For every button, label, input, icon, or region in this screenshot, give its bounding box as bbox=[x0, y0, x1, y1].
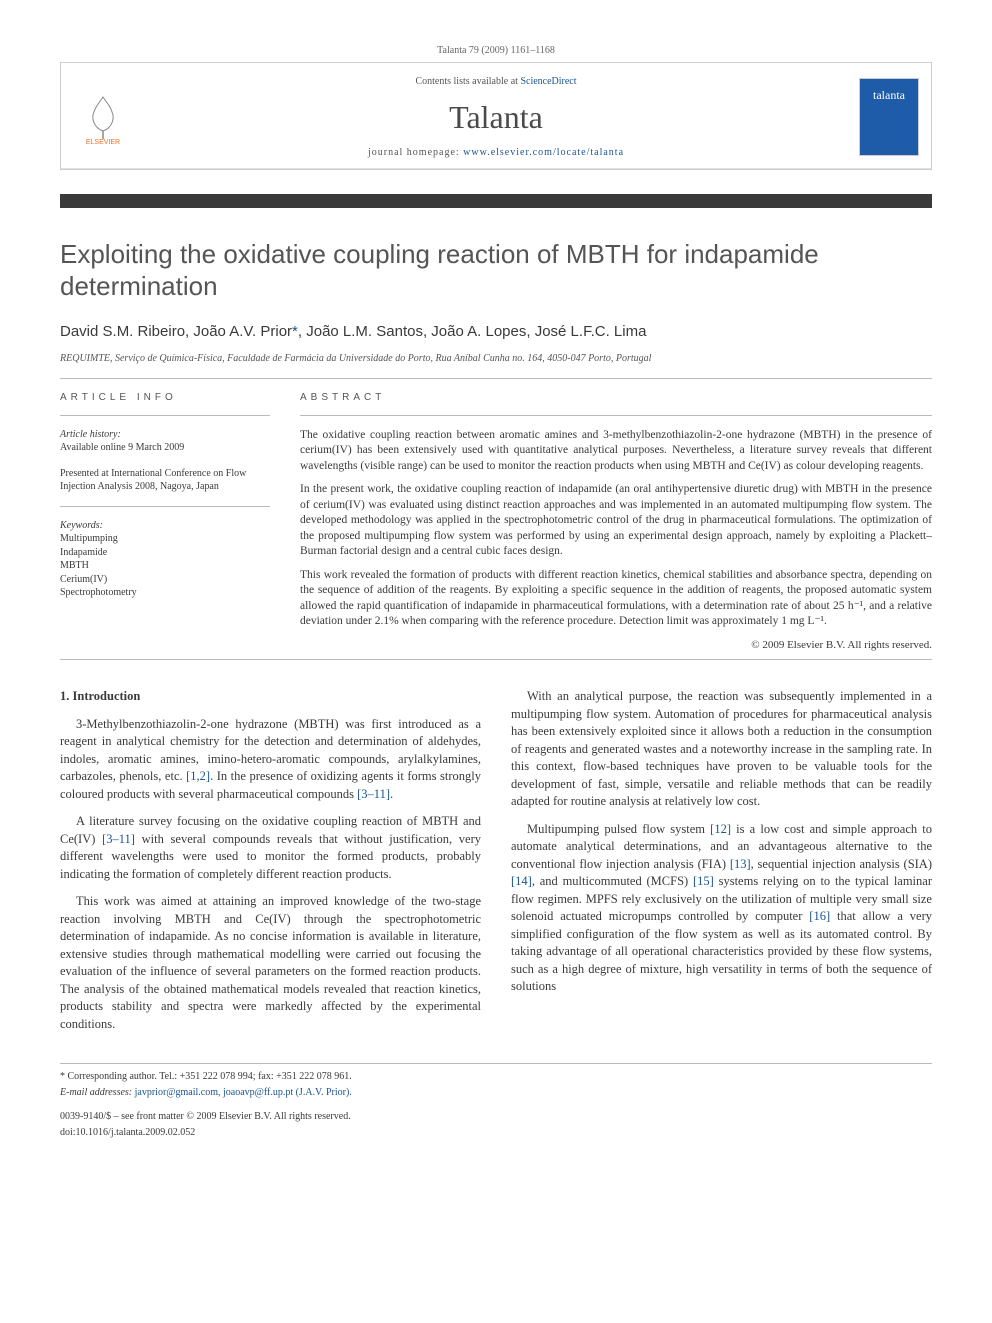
divider bbox=[300, 415, 932, 416]
abstract-column: abstract The oxidative coupling reaction… bbox=[300, 391, 932, 654]
homepage-link[interactable]: www.elsevier.com/locate/talanta bbox=[463, 147, 624, 158]
history-label: Article history: bbox=[60, 428, 270, 442]
issn-line: 0039-9140/$ – see front matter © 2009 El… bbox=[60, 1110, 932, 1124]
journal-title: Talanta bbox=[133, 95, 859, 140]
article-info-label: article info bbox=[60, 391, 270, 405]
authors-text: David S.M. Ribeiro, João A.V. Prior*, Jo… bbox=[60, 323, 646, 340]
keyword: Multipumping bbox=[60, 532, 270, 546]
journal-banner: ELSEVIER Contents lists available at Sci… bbox=[60, 62, 932, 170]
ref-link[interactable]: [14] bbox=[511, 874, 532, 888]
divider bbox=[60, 415, 270, 416]
keyword: Spectrophotometry bbox=[60, 586, 270, 600]
journal-cover-thumb: talanta bbox=[859, 78, 919, 156]
ref-link[interactable]: [15] bbox=[693, 874, 714, 888]
abstract-paragraph: The oxidative coupling reaction between … bbox=[300, 428, 932, 475]
abstract-paragraph: This work revealed the formation of prod… bbox=[300, 568, 932, 630]
presented-at: Presented at International Conference on… bbox=[60, 467, 270, 494]
email-link[interactable]: javprior@gmail.com, joaoavp@ff.up.pt (J.… bbox=[135, 1087, 352, 1098]
available-online: Available online 9 March 2009 bbox=[60, 441, 270, 455]
abstract-paragraph: In the present work, the oxidative coupl… bbox=[300, 482, 932, 560]
author-list: David S.M. Ribeiro, João A.V. Prior*, Jo… bbox=[60, 321, 932, 342]
divider bbox=[60, 659, 932, 660]
copyright-line: © 2009 Elsevier B.V. All rights reserved… bbox=[300, 638, 932, 653]
email-line: E-mail addresses: javprior@gmail.com, jo… bbox=[60, 1086, 932, 1100]
sciencedirect-link[interactable]: ScienceDirect bbox=[520, 76, 576, 87]
body-paragraph: A literature survey focusing on the oxid… bbox=[60, 813, 481, 883]
keyword: Indapamide bbox=[60, 546, 270, 560]
elsevier-text: ELSEVIER bbox=[86, 139, 120, 145]
divider bbox=[60, 506, 270, 507]
abstract-label: abstract bbox=[300, 391, 932, 405]
divider bbox=[60, 378, 932, 379]
doi-line: doi:10.1016/j.talanta.2009.02.052 bbox=[60, 1126, 932, 1140]
ref-link[interactable]: [16] bbox=[809, 909, 830, 923]
article-info-column: article info Article history: Available … bbox=[60, 391, 270, 654]
elsevier-logo: ELSEVIER bbox=[73, 87, 133, 147]
body-paragraph: This work was aimed at attaining an impr… bbox=[60, 893, 481, 1033]
body-paragraph: With an analytical purpose, the reaction… bbox=[511, 688, 932, 811]
homepage-prefix: journal homepage: bbox=[368, 147, 463, 158]
section-heading: 1. Introduction bbox=[60, 688, 481, 706]
ref-link[interactable]: [1,2] bbox=[186, 769, 210, 783]
divider-bar bbox=[60, 194, 932, 208]
body-paragraph: Multipumping pulsed flow system [12] is … bbox=[511, 821, 932, 996]
ref-link[interactable]: [3–11] bbox=[357, 787, 390, 801]
corr-star-icon: * bbox=[292, 323, 298, 340]
email-label: E-mail addresses: bbox=[60, 1087, 132, 1098]
body-paragraph: 3-Methylbenzothiazolin-2-one hydrazone (… bbox=[60, 716, 481, 804]
ref-link[interactable]: [3–11] bbox=[102, 832, 135, 846]
article-title: Exploiting the oxidative coupling reacti… bbox=[60, 238, 932, 303]
corresponding-author: * Corresponding author. Tel.: +351 222 0… bbox=[60, 1070, 932, 1084]
contents-available: Contents lists available at ScienceDirec… bbox=[133, 75, 859, 89]
affiliation: REQUIMTE, Serviço de Química-Física, Fac… bbox=[60, 352, 932, 366]
journal-homepage: journal homepage: www.elsevier.com/locat… bbox=[133, 146, 859, 160]
ref-link[interactable]: [12] bbox=[710, 822, 731, 836]
keywords-label: Keywords: bbox=[60, 519, 270, 533]
citation-header: Talanta 79 (2009) 1161–1168 bbox=[60, 40, 932, 62]
body-columns: 1. Introduction 3-Methylbenzothiazolin-2… bbox=[60, 688, 932, 1033]
footer: * Corresponding author. Tel.: +351 222 0… bbox=[60, 1063, 932, 1140]
ref-link[interactable]: [13] bbox=[730, 857, 751, 871]
contents-prefix: Contents lists available at bbox=[415, 76, 520, 87]
keyword: Cerium(IV) bbox=[60, 573, 270, 587]
keyword: MBTH bbox=[60, 559, 270, 573]
